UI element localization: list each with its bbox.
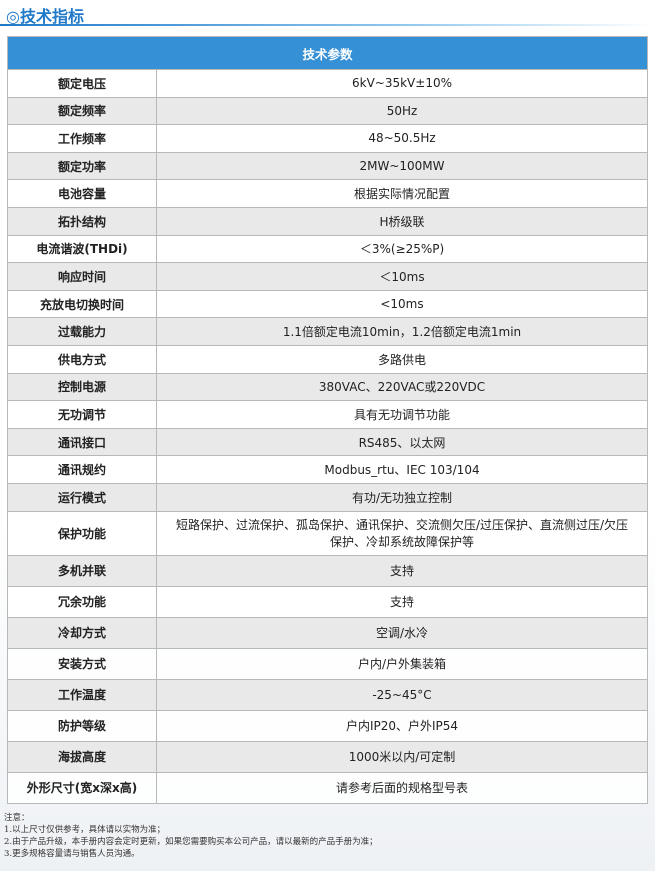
row-value: ＜10ms bbox=[156, 262, 648, 291]
row-value: 短路保护、过流保护、孤岛保护、通讯保护、交流侧欠压/过压保护、直流侧过压/欠压保… bbox=[156, 510, 648, 556]
row-value: -25~45°C bbox=[156, 678, 648, 711]
table-row: 无功调节 具有无功调节功能 bbox=[7, 400, 648, 429]
row-value: ＜3%(≥25%P) bbox=[156, 234, 648, 264]
table-row: 运行模式 有功/无功独立控制 bbox=[7, 482, 648, 512]
section-title: ◎技术指标 bbox=[6, 7, 84, 26]
table-row: 过载能力 1.1倍额定电流10min，1.2倍额定电流1min bbox=[7, 317, 648, 346]
row-label: 海拔高度 bbox=[7, 740, 157, 773]
note-item: 3.更多规格容量请与销售人员沟通。 bbox=[4, 849, 140, 859]
row-value: 2MW~100MW bbox=[156, 151, 648, 181]
notes-title: 注意： bbox=[4, 813, 30, 823]
row-label: 防护等级 bbox=[7, 709, 157, 742]
row-value: 支持 bbox=[156, 585, 648, 618]
row-label: 无功调节 bbox=[7, 400, 157, 429]
table-row: 充放电切换时间 <10ms bbox=[7, 289, 648, 319]
table-row: 供电方式 多路供电 bbox=[7, 344, 648, 374]
row-label: 保护功能 bbox=[7, 510, 157, 556]
row-value: 多路供电 bbox=[156, 344, 648, 374]
table-row: 电池容量 根据实际情况配置 bbox=[7, 179, 648, 208]
notes: 注意： 1.以上尺寸仅供参考，具体请以实物为准； 2.由于产品升级，本手册内容会定… bbox=[4, 812, 378, 860]
row-value: 具有无功调节功能 bbox=[156, 400, 648, 429]
row-label: 多机并联 bbox=[7, 554, 157, 587]
row-value: 根据实际情况配置 bbox=[156, 179, 648, 208]
table-row: 电流谐波(THDi) ＜3%(≥25%P) bbox=[7, 234, 648, 264]
row-label: 控制电源 bbox=[7, 372, 157, 402]
row-label: 通讯接口 bbox=[7, 427, 157, 457]
table-row: 多机并联 支持 bbox=[7, 554, 648, 587]
row-value: 1000米以内/可定制 bbox=[156, 740, 648, 773]
row-value: <10ms bbox=[156, 289, 648, 319]
table-row: 安装方式 户内/户外集装箱 bbox=[7, 647, 648, 680]
row-label: 安装方式 bbox=[7, 647, 157, 680]
table-row: 保护功能 短路保护、过流保护、孤岛保护、通讯保护、交流侧欠压/过压保护、直流侧过压… bbox=[7, 510, 648, 556]
row-label: 工作频率 bbox=[7, 124, 157, 153]
spec-table: 技术参数 额定电压 6kV~35kV±10% 额定频率 50Hz 工作频率 48~50.5… bbox=[7, 36, 648, 804]
row-label: 运行模式 bbox=[7, 482, 157, 512]
row-label: 电流谐波(THDi) bbox=[7, 234, 157, 264]
row-value: 户内IP20、户外IP54 bbox=[156, 709, 648, 742]
row-value: H桥级联 bbox=[156, 206, 648, 236]
table-row: 冗余功能 支持 bbox=[7, 585, 648, 618]
row-value: 有功/无功独立控制 bbox=[156, 482, 648, 512]
row-value: 48~50.5Hz bbox=[156, 124, 648, 153]
table-row: 通讯接口 RS485、以太网 bbox=[7, 427, 648, 457]
row-label: 拓扑结构 bbox=[7, 206, 157, 236]
row-value: 1.1倍额定电流10min，1.2倍额定电流1min bbox=[156, 317, 648, 346]
table-row: 额定频率 50Hz bbox=[7, 96, 648, 126]
row-label: 电池容量 bbox=[7, 179, 157, 208]
row-value: 请参考后面的规格型号表 bbox=[156, 771, 648, 804]
row-value: 支持 bbox=[156, 554, 648, 587]
row-label: 冗余功能 bbox=[7, 585, 157, 618]
row-label: 外形尺寸(宽x深x高) bbox=[7, 771, 157, 804]
row-label: 通讯规约 bbox=[7, 455, 157, 484]
row-label: 响应时间 bbox=[7, 262, 157, 291]
table-row: 工作频率 48~50.5Hz bbox=[7, 124, 648, 153]
row-label: 供电方式 bbox=[7, 344, 157, 374]
title-rule bbox=[0, 24, 655, 26]
row-value: 380VAC、220VAC或220VDC bbox=[156, 372, 648, 402]
table-row: 额定功率 2MW~100MW bbox=[7, 151, 648, 181]
row-value: 6kV~35kV±10% bbox=[156, 69, 648, 98]
table-row: 海拔高度 1000米以内/可定制 bbox=[7, 740, 648, 773]
row-label: 额定频率 bbox=[7, 96, 157, 126]
row-label: 冷却方式 bbox=[7, 616, 157, 649]
row-label: 额定电压 bbox=[7, 69, 157, 98]
table-row: 拓扑结构 H桥级联 bbox=[7, 206, 648, 236]
row-value: Modbus_rtu、IEC 103/104 bbox=[156, 455, 648, 484]
row-label: 充放电切换时间 bbox=[7, 289, 157, 319]
table-row: 控制电源 380VAC、220VAC或220VDC bbox=[7, 372, 648, 402]
table-row: 外形尺寸(宽x深x高) 请参考后面的规格型号表 bbox=[7, 771, 648, 804]
row-value: 户内/户外集装箱 bbox=[156, 647, 648, 680]
row-value: 空调/水冷 bbox=[156, 616, 648, 649]
row-label: 额定功率 bbox=[7, 151, 157, 181]
row-label: 工作温度 bbox=[7, 678, 157, 711]
table-row: 额定电压 6kV~35kV±10% bbox=[7, 69, 648, 98]
table-row: 通讯规约 Modbus_rtu、IEC 103/104 bbox=[7, 455, 648, 484]
row-label: 过载能力 bbox=[7, 317, 157, 346]
row-value: 50Hz bbox=[156, 96, 648, 126]
table-row: 工作温度 -25~45°C bbox=[7, 678, 648, 711]
note-item: 1.以上尺寸仅供参考，具体请以实物为准； bbox=[4, 825, 166, 835]
note-item: 2.由于产品升级，本手册内容会定时更新，如果您需要购买本公司产品，请以最新的产品… bbox=[4, 837, 378, 847]
row-value: RS485、以太网 bbox=[156, 427, 648, 457]
table-row: 响应时间 ＜10ms bbox=[7, 262, 648, 291]
table-header: 技术参数 bbox=[7, 36, 648, 70]
table-row: 防护等级 户内IP20、户外IP54 bbox=[7, 709, 648, 742]
table-row: 冷却方式 空调/水冷 bbox=[7, 616, 648, 649]
